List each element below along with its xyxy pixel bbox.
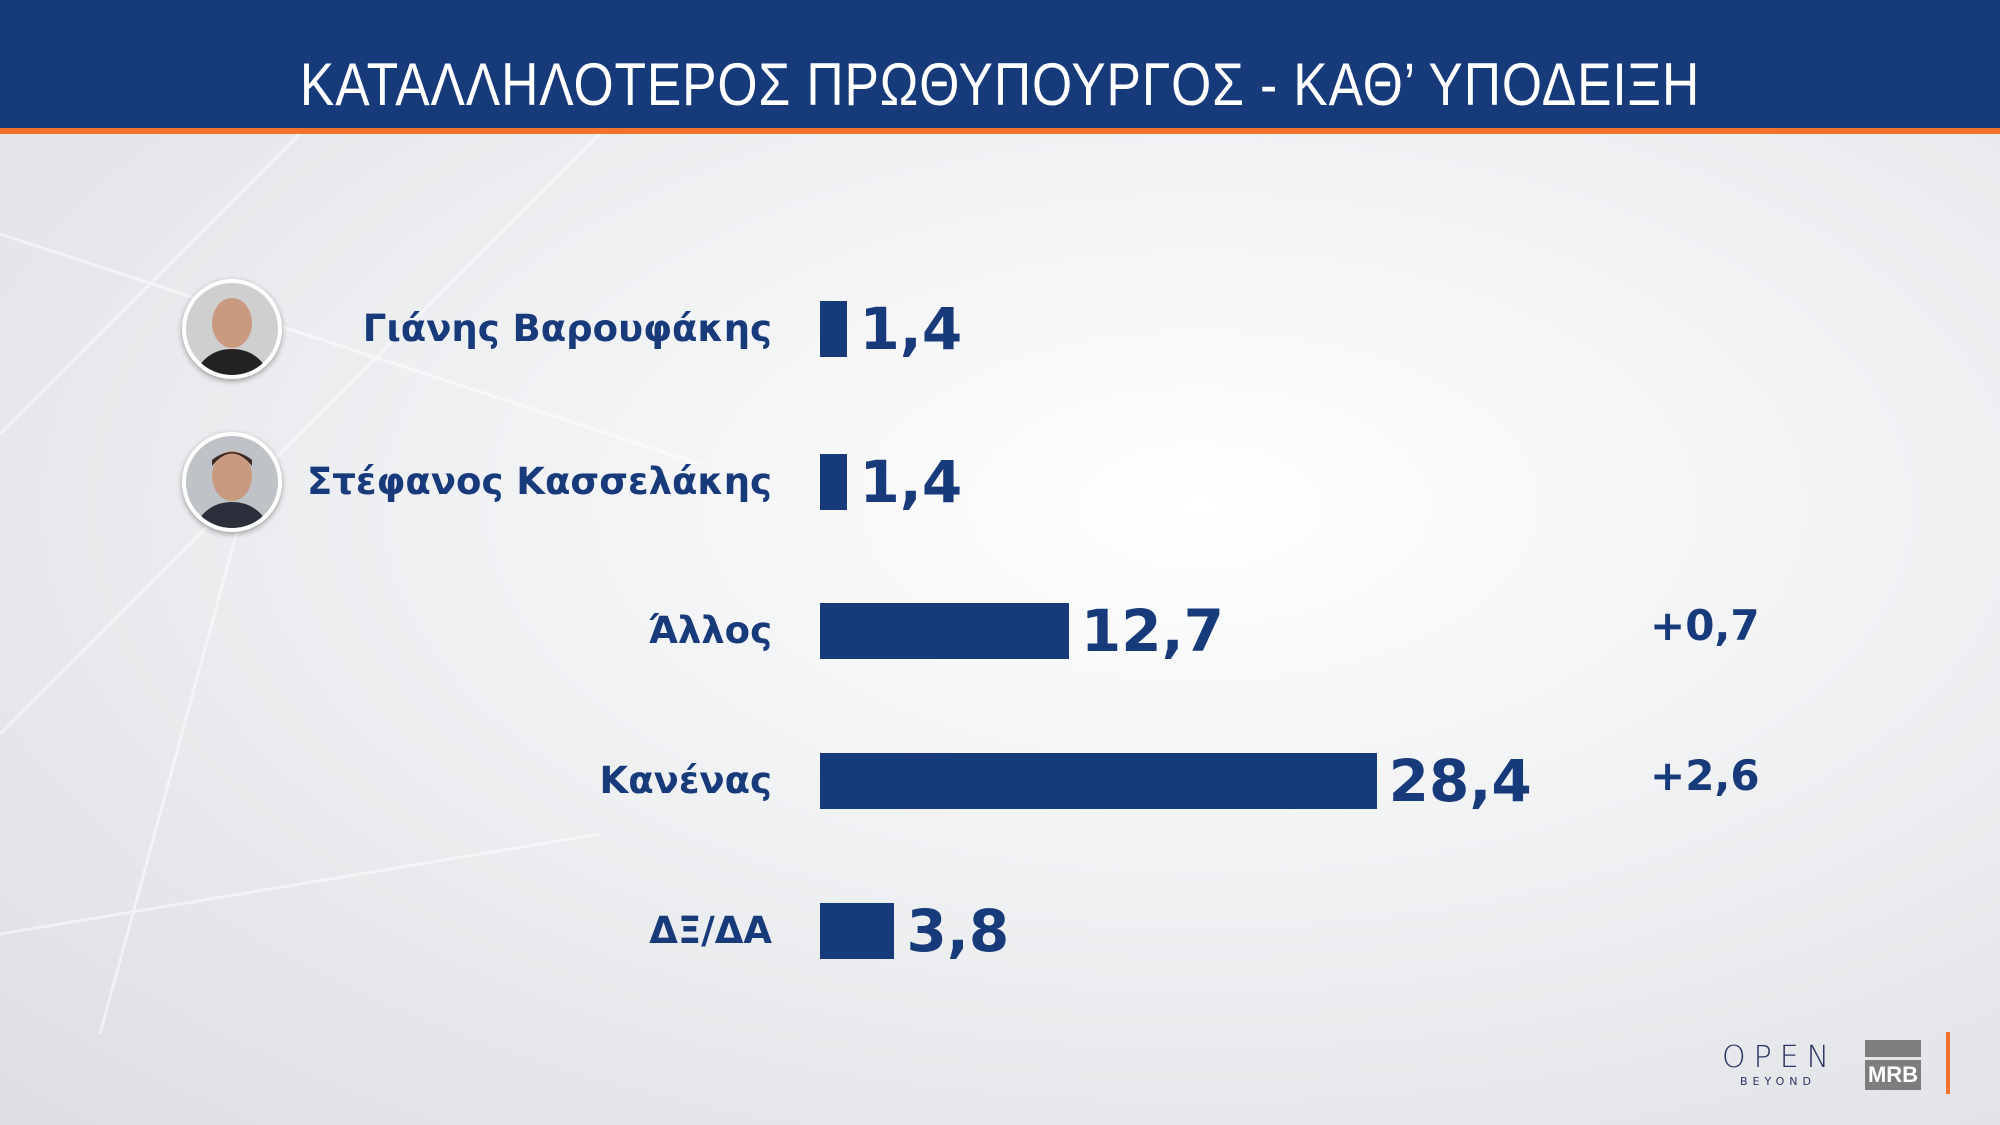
header-bar (0, 0, 2000, 128)
candidate-avatar (182, 432, 282, 532)
value-label: 12,7 (1080, 597, 1225, 665)
bar (820, 753, 1377, 809)
value-label: 1,4 (859, 448, 963, 516)
value-label: 1,4 (859, 295, 963, 363)
category-label: ΔΞ/ΔΑ (649, 909, 772, 952)
open-logo-subtext: BEYOND (1740, 1075, 1816, 1088)
open-beyond-logo: OPEN BEYOND (1722, 1042, 1834, 1090)
chart-title: ΚΑΤΑΛΛΗΛΟΤΕΡΟΣ ΠΡΩΘΥΠΟΥΡΓΟΣ - ΚΑΘ’ ΥΠΟΔΕ… (299, 51, 1701, 118)
change-label: +2,6 (1650, 751, 1760, 800)
value-label: 3,8 (906, 897, 1010, 965)
bar (820, 301, 848, 357)
category-label: Κανένας (599, 759, 772, 802)
background-decoration (0, 134, 700, 1034)
category-label: Άλλος (648, 609, 772, 652)
open-logo-text: OPEN (1722, 1040, 1838, 1075)
category-label: Γιάνης Βαρουφάκης (362, 307, 772, 350)
mrb-logo: MRB (1865, 1040, 1921, 1090)
candidate-avatar (182, 279, 282, 379)
header-accent-line (0, 128, 2000, 134)
bar (820, 903, 895, 959)
change-label: +0,7 (1650, 601, 1760, 650)
logo-separator (1946, 1032, 1950, 1094)
bar (820, 603, 1069, 659)
bar (820, 454, 848, 510)
value-label: 28,4 (1388, 747, 1532, 815)
category-label: Στέφανος Κασσελάκης (307, 460, 772, 503)
